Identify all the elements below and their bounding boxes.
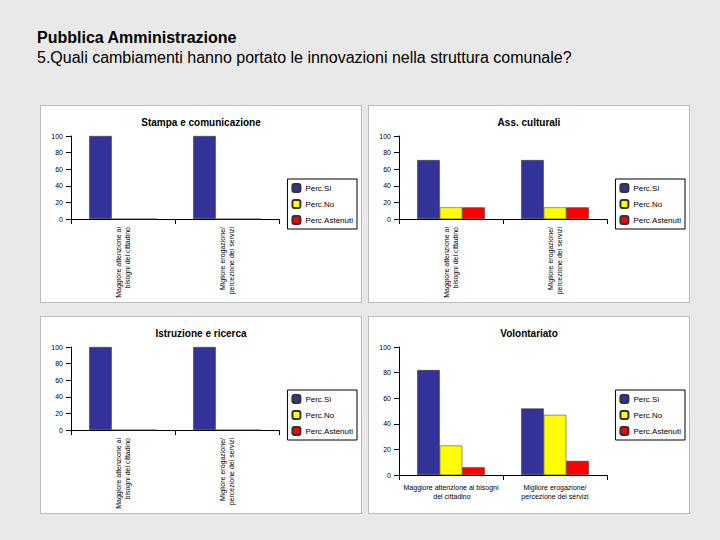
svg-text:Maggiore attenzione ai: Maggiore attenzione ai bbox=[115, 438, 123, 509]
svg-text:Maggiore attenzione ai: Maggiore attenzione ai bbox=[443, 227, 451, 298]
svg-text:100: 100 bbox=[51, 344, 63, 351]
svg-text:0: 0 bbox=[59, 427, 63, 434]
svg-text:Maggiore attenzione ai: Maggiore attenzione ai bbox=[115, 227, 123, 298]
svg-text:percezione dei servizi: percezione dei servizi bbox=[228, 227, 236, 295]
svg-text:40: 40 bbox=[55, 182, 63, 189]
svg-text:100: 100 bbox=[379, 133, 391, 140]
svg-text:0: 0 bbox=[387, 216, 391, 223]
svg-text:Maggiore attenzione ai bisogni: Maggiore attenzione ai bisogni bbox=[404, 484, 499, 492]
svg-text:100: 100 bbox=[379, 344, 391, 351]
svg-text:Migliore erogazione/: Migliore erogazione/ bbox=[523, 484, 586, 492]
svg-text:Migliore erogazione/: Migliore erogazione/ bbox=[219, 438, 227, 501]
svg-text:Volontariato: Volontariato bbox=[500, 328, 558, 339]
svg-text:Perc.No: Perc.No bbox=[633, 200, 662, 209]
svg-text:60: 60 bbox=[55, 377, 63, 384]
svg-text:del cittadino: del cittadino bbox=[431, 493, 470, 500]
svg-text:Perc.No: Perc.No bbox=[633, 411, 662, 420]
svg-text:Perc.Astenuti: Perc.Astenuti bbox=[305, 216, 353, 225]
svg-text:percezione dei servizi: percezione dei servizi bbox=[521, 493, 589, 501]
svg-text:Istruzione e ricerca: Istruzione e ricerca bbox=[155, 328, 247, 339]
svg-text:20: 20 bbox=[55, 410, 63, 417]
svg-text:percezione dei servizi: percezione dei servizi bbox=[228, 438, 236, 506]
svg-text:80: 80 bbox=[383, 369, 391, 376]
svg-text:Ass. culturali: Ass. culturali bbox=[498, 117, 561, 128]
svg-text:bisogni del cittadino: bisogni del cittadino bbox=[452, 227, 460, 291]
svg-text:60: 60 bbox=[383, 395, 391, 402]
svg-text:100: 100 bbox=[51, 133, 63, 140]
svg-text:Perc.Astenuti: Perc.Astenuti bbox=[633, 216, 681, 225]
svg-text:40: 40 bbox=[383, 182, 391, 189]
svg-text:80: 80 bbox=[383, 149, 391, 156]
svg-text:60: 60 bbox=[55, 166, 63, 173]
html-text:5.Quali cambiamenti hanno port: 5.Quali cambiamenti hanno portato le inn… bbox=[37, 49, 572, 66]
svg-text:Migliore erogazione/: Migliore erogazione/ bbox=[547, 227, 555, 290]
svg-text:Perc.Si: Perc.Si bbox=[633, 395, 659, 404]
svg-text:20: 20 bbox=[383, 446, 391, 453]
svg-text:percezione dei servizi: percezione dei servizi bbox=[556, 227, 564, 295]
svg-text:bisogni del cittadino: bisogni del cittadino bbox=[124, 438, 132, 502]
svg-text:Perc.Si: Perc.Si bbox=[633, 184, 659, 193]
svg-text:Perc.Astenuti: Perc.Astenuti bbox=[305, 427, 353, 436]
svg-text:0: 0 bbox=[59, 216, 63, 223]
svg-text:Perc.No: Perc.No bbox=[305, 411, 334, 420]
svg-text:Migliore erogazione/: Migliore erogazione/ bbox=[219, 227, 227, 290]
svg-text:Perc.No: Perc.No bbox=[305, 200, 334, 209]
svg-text:Stampa e comunicazione: Stampa e comunicazione bbox=[141, 117, 261, 128]
svg-text:80: 80 bbox=[55, 360, 63, 367]
svg-text:20: 20 bbox=[55, 199, 63, 206]
svg-text:40: 40 bbox=[55, 393, 63, 400]
svg-text:Perc.Si: Perc.Si bbox=[305, 184, 331, 193]
svg-text:bisogni del cittadino: bisogni del cittadino bbox=[124, 227, 132, 291]
svg-text:Perc.Astenuti: Perc.Astenuti bbox=[633, 427, 681, 436]
svg-text:0: 0 bbox=[387, 472, 391, 479]
svg-text:60: 60 bbox=[383, 166, 391, 173]
svg-text:Perc.Si: Perc.Si bbox=[305, 395, 331, 404]
svg-text:20: 20 bbox=[383, 199, 391, 206]
html-text:Pubblica Amministrazione: Pubblica Amministrazione bbox=[37, 29, 237, 46]
svg-text:80: 80 bbox=[55, 149, 63, 156]
svg-text:40: 40 bbox=[383, 420, 391, 427]
